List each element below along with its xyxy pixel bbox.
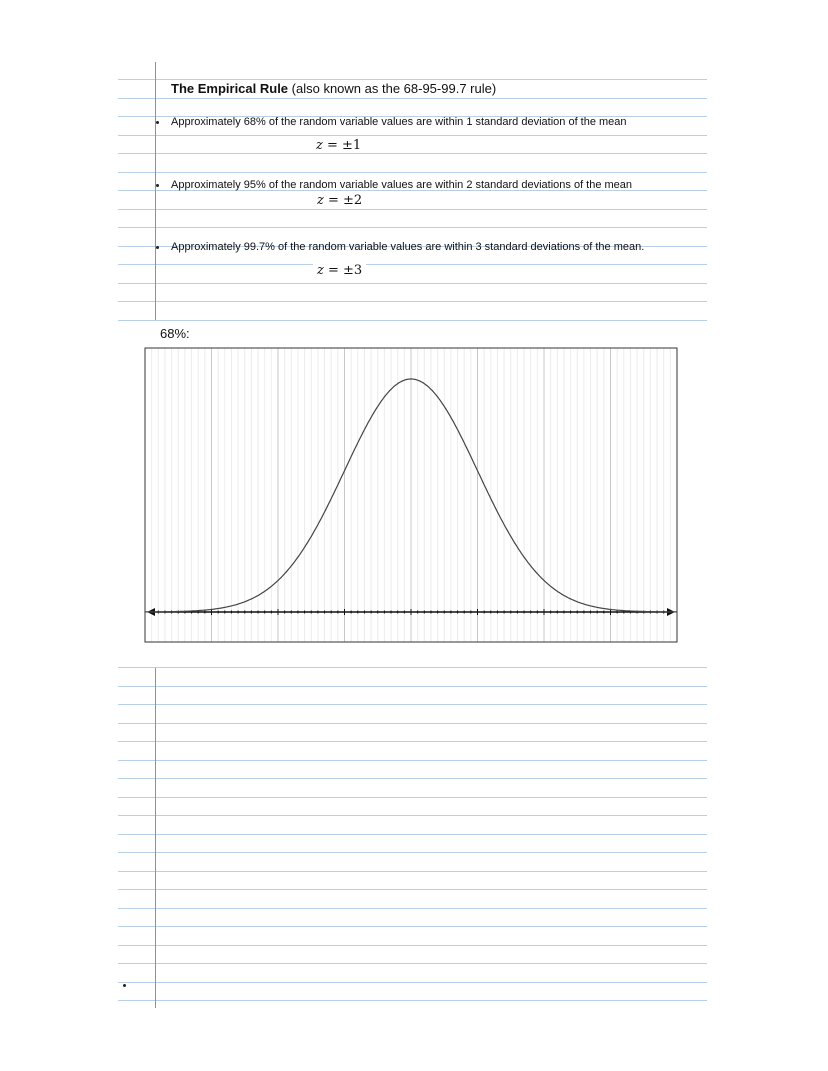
list-item: Approximately 68% of the random variable… [171,116,627,128]
formula: z = ±2 [313,193,367,208]
rule-line [118,908,707,909]
rule-line [118,686,707,687]
bullet [156,121,159,124]
rule-line [118,723,707,724]
rule-line [118,79,707,80]
rule-line [118,1000,707,1001]
rule-line [118,116,707,117]
rule-line [118,283,707,284]
rule-line [118,704,707,705]
rule-line [118,135,707,136]
rule-line [118,172,707,173]
bullet [123,984,126,987]
figure-label: 68%: [160,326,190,341]
rule-line [118,209,707,210]
rule-line [118,945,707,946]
rule-line [118,98,707,99]
formula: z = ±3 [313,263,367,278]
margin-line [155,668,156,1008]
rule-line [118,301,707,302]
rule-line [118,741,707,742]
rule-line [118,778,707,779]
page-title: The Empirical Rule (also known as the 68… [171,81,497,96]
rule-line [118,227,707,228]
bullet [156,246,159,249]
rule-line [118,264,707,265]
rule-line [118,982,707,983]
rule-line [118,797,707,798]
chart-frame [144,347,678,643]
rule-line [118,760,707,761]
list-item: Approximately 95% of the random variable… [171,179,633,191]
rule-line [118,926,707,927]
rule-line [118,320,707,321]
rule-line [118,246,707,247]
rule-line [118,667,707,668]
rule-line [118,889,707,890]
rule-line [118,190,707,191]
rule-line [118,153,707,154]
rule-line [118,871,707,872]
formula: z = ±1 [312,138,366,153]
rule-line [118,834,707,835]
rule-line [118,815,707,816]
bullet [156,184,159,187]
normal-curve [145,378,677,613]
margin-line [155,62,156,320]
rule-line [118,963,707,964]
rule-line [118,852,707,853]
list-item: Approximately 99.7% of the random variab… [171,241,645,253]
